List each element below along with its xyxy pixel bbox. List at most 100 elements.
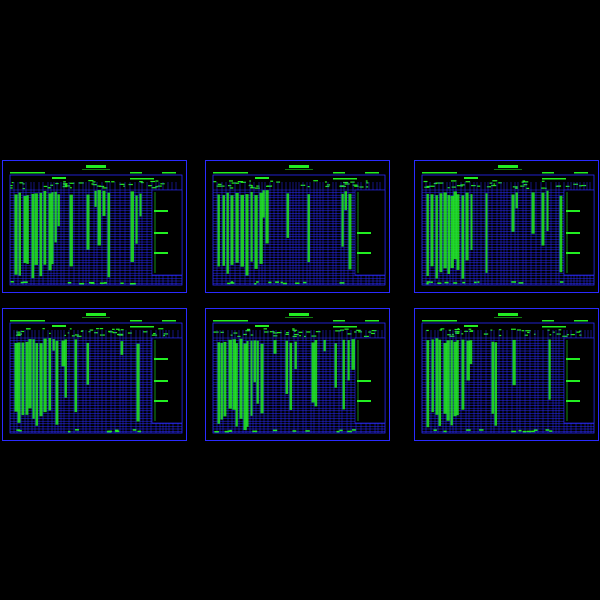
data-column-text bbox=[235, 192, 239, 263]
sheet-title bbox=[86, 165, 106, 168]
data-column-text bbox=[531, 192, 535, 234]
panel-mark bbox=[566, 232, 580, 234]
sheet-title bbox=[289, 165, 309, 168]
header-text bbox=[542, 178, 566, 180]
header-text bbox=[255, 177, 269, 179]
header-cell-text bbox=[99, 328, 104, 330]
data-column-text bbox=[438, 339, 442, 426]
header-cell-text bbox=[525, 330, 531, 332]
footer-text bbox=[68, 430, 71, 433]
panel-mark bbox=[566, 210, 580, 212]
sheet-border bbox=[414, 160, 599, 293]
data-column-text bbox=[136, 343, 140, 422]
header-text bbox=[10, 320, 45, 322]
panel-mark bbox=[357, 232, 371, 234]
panel-mark bbox=[154, 358, 168, 360]
header-cell-text bbox=[324, 181, 327, 183]
data-column-text bbox=[120, 341, 124, 355]
data-column-text bbox=[130, 191, 134, 262]
drawing-sheet bbox=[2, 160, 187, 293]
header-cell-text bbox=[88, 180, 94, 182]
data-column-text bbox=[217, 342, 221, 424]
footer-text bbox=[511, 281, 517, 283]
header-cell-text bbox=[523, 181, 529, 183]
header-cell-text bbox=[576, 331, 580, 333]
drawing-sheet bbox=[205, 160, 390, 293]
header-cell-text bbox=[237, 181, 244, 183]
header-cell-text bbox=[350, 181, 355, 183]
footer-text bbox=[227, 282, 230, 285]
footer-text bbox=[479, 429, 484, 431]
header-cell-text bbox=[16, 333, 22, 335]
footer-text bbox=[74, 429, 79, 431]
data-column-text bbox=[226, 192, 229, 274]
data-column-text bbox=[439, 193, 443, 273]
header-cell-text bbox=[250, 334, 254, 336]
footer-text bbox=[131, 282, 136, 285]
header-cell-text bbox=[570, 333, 575, 336]
footer-text bbox=[137, 430, 142, 433]
footer-text bbox=[531, 430, 535, 433]
data-column-text bbox=[311, 342, 315, 403]
data-column-text bbox=[139, 193, 142, 217]
footer-text bbox=[272, 429, 278, 432]
header-cell-text bbox=[579, 334, 582, 336]
footer-text bbox=[22, 281, 28, 283]
header-cell-text bbox=[231, 182, 237, 184]
footer-text bbox=[526, 430, 532, 433]
data-column-text bbox=[86, 194, 90, 250]
header-text bbox=[130, 172, 142, 174]
header-cell-text bbox=[155, 186, 158, 188]
data-column-text bbox=[446, 340, 450, 421]
panel-mark bbox=[357, 400, 371, 402]
header-cell-text bbox=[429, 185, 435, 187]
header-cell-text bbox=[263, 328, 268, 330]
header-cell-text bbox=[76, 335, 82, 337]
header-cell-text bbox=[498, 182, 502, 184]
header-cell-text bbox=[339, 185, 345, 188]
data-column-text bbox=[69, 194, 73, 267]
data-column-text bbox=[14, 342, 18, 412]
data-column-text bbox=[262, 190, 265, 218]
header-cell-text bbox=[565, 185, 570, 187]
data-column-text bbox=[235, 343, 238, 427]
data-column-text bbox=[32, 339, 35, 419]
header-cell-text bbox=[293, 333, 299, 336]
footer-text bbox=[224, 430, 229, 433]
data-column-text bbox=[494, 342, 498, 426]
header-cell-text bbox=[63, 184, 68, 186]
data-column-text bbox=[456, 340, 459, 416]
header-cell-text bbox=[235, 182, 240, 184]
header-cell-text bbox=[335, 330, 341, 332]
header-cell-text bbox=[556, 333, 561, 335]
header-cell-text bbox=[492, 180, 498, 182]
header-cell-text bbox=[96, 328, 99, 330]
footer-text bbox=[559, 281, 564, 283]
header-cell-text bbox=[433, 182, 437, 185]
footer-text bbox=[103, 282, 108, 284]
header-cell-text bbox=[99, 185, 105, 188]
data-column-text bbox=[107, 192, 111, 278]
header-text bbox=[542, 326, 566, 328]
data-column-text bbox=[57, 194, 60, 227]
header-cell-text bbox=[562, 335, 568, 337]
footer-text bbox=[474, 281, 477, 284]
header-cell-text bbox=[230, 334, 233, 336]
footer-text bbox=[466, 429, 471, 431]
header-cell-text bbox=[62, 186, 68, 188]
footer-text bbox=[10, 281, 14, 283]
data-column-text bbox=[273, 340, 277, 354]
header-cell-text bbox=[354, 185, 359, 187]
header-cell-text bbox=[365, 186, 369, 188]
data-column-text bbox=[450, 195, 454, 269]
header-cell-text bbox=[63, 181, 66, 183]
header-cell-text bbox=[579, 330, 582, 332]
header-cell-text bbox=[119, 183, 125, 185]
header-cell-text bbox=[456, 185, 461, 187]
header-cell-text bbox=[541, 187, 545, 189]
header-cell-text bbox=[423, 180, 428, 183]
header-cell-text bbox=[457, 328, 460, 330]
header-cell-text bbox=[123, 185, 125, 187]
footer-text bbox=[303, 281, 307, 284]
